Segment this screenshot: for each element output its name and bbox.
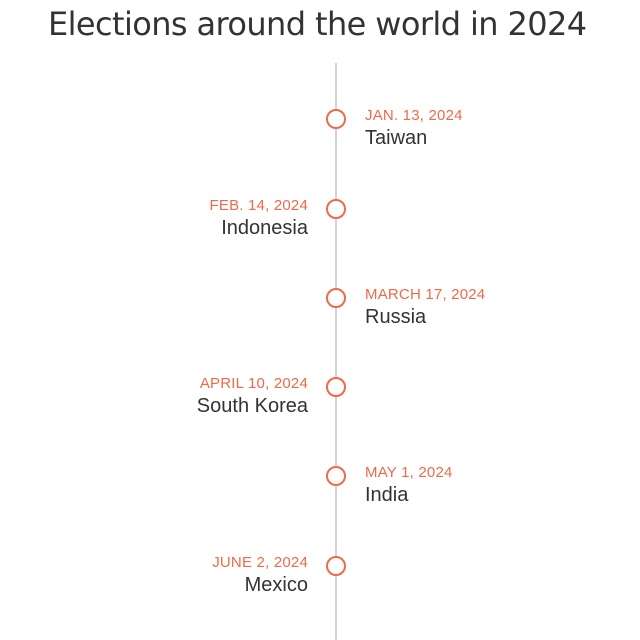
- event-country: Mexico: [244, 574, 308, 596]
- event-label: MARCH 17, 2024 Russia: [365, 285, 485, 329]
- timeline-event: FEB. 14, 2024 Indonesia: [0, 196, 640, 249]
- timeline-marker-icon: [326, 288, 346, 308]
- event-date: JUNE 2, 2024: [212, 554, 308, 571]
- timeline-axis: [335, 63, 337, 640]
- timeline-event: JUNE 2, 2024 Mexico: [0, 553, 640, 606]
- timeline-marker-icon: [326, 109, 346, 129]
- page-title: Elections around the world in 2024: [48, 5, 587, 43]
- event-label: JUNE 2, 2024 Mexico: [212, 553, 308, 597]
- event-date: FEB. 14, 2024: [209, 197, 308, 214]
- timeline-event: MAY 1, 2024 India: [0, 463, 640, 516]
- event-label: APRIL 10, 2024 South Korea: [197, 374, 308, 418]
- event-country: Indonesia: [221, 217, 308, 239]
- timeline-event: APRIL 10, 2024 South Korea: [0, 374, 640, 427]
- event-label: JAN. 13, 2024 Taiwan: [365, 106, 463, 150]
- event-country: Taiwan: [365, 127, 428, 149]
- event-date: JAN. 13, 2024: [365, 107, 463, 124]
- event-label: MAY 1, 2024 India: [365, 463, 453, 507]
- event-date: APRIL 10, 2024: [199, 375, 308, 392]
- timeline-marker-icon: [326, 466, 346, 486]
- timeline-marker-icon: [326, 377, 346, 397]
- timeline-marker-icon: [326, 556, 346, 576]
- event-date: MAY 1, 2024: [365, 464, 453, 481]
- event-country: South Korea: [196, 395, 308, 417]
- timeline-event: JAN. 13, 2024 Taiwan: [0, 106, 640, 159]
- event-label: FEB. 14, 2024 Indonesia: [210, 196, 309, 240]
- event-country: India: [365, 484, 409, 506]
- timeline-event: MARCH 17, 2024 Russia: [0, 285, 640, 338]
- event-country: Russia: [365, 306, 427, 328]
- event-date: MARCH 17, 2024: [365, 286, 486, 303]
- timeline-marker-icon: [326, 199, 346, 219]
